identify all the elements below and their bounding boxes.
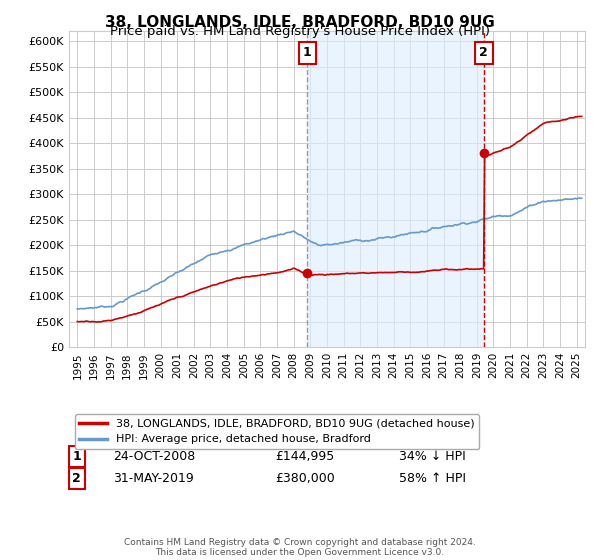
Text: 31-MAY-2019: 31-MAY-2019 [113, 472, 194, 485]
Bar [307, 31, 484, 347]
Text: 1: 1 [303, 46, 312, 59]
Text: 1: 1 [73, 450, 81, 463]
Legend: 38, LONGLANDS, IDLE, BRADFORD, BD10 9UG (detached house), HPI: Average price, de: 38, LONGLANDS, IDLE, BRADFORD, BD10 9UG … [74, 414, 479, 449]
Text: Price paid vs. HM Land Registry's House Price Index (HPI): Price paid vs. HM Land Registry's House … [110, 25, 490, 38]
Text: 34% ↓ HPI: 34% ↓ HPI [399, 450, 466, 463]
Text: 24-OCT-2008: 24-OCT-2008 [113, 450, 195, 463]
Text: 58% ↑ HPI: 58% ↑ HPI [399, 472, 466, 485]
Text: £380,000: £380,000 [275, 472, 335, 485]
Text: 2: 2 [479, 46, 488, 59]
Text: 2: 2 [73, 472, 81, 485]
Text: 38, LONGLANDS, IDLE, BRADFORD, BD10 9UG: 38, LONGLANDS, IDLE, BRADFORD, BD10 9UG [105, 15, 495, 30]
Text: Contains HM Land Registry data © Crown copyright and database right 2024.
This d: Contains HM Land Registry data © Crown c… [124, 538, 476, 557]
Text: £144,995: £144,995 [275, 450, 335, 463]
